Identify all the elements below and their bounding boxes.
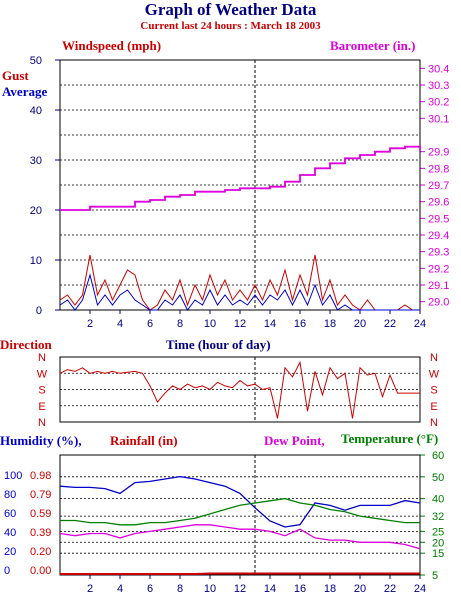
temp-tick-label: 50: [432, 472, 444, 484]
temp-tick-label: 60: [432, 450, 444, 462]
humidity-tick-label: 80: [4, 489, 16, 501]
dir-label-left: N: [38, 352, 46, 364]
y-tick-label: 20: [30, 205, 42, 217]
y-tick-label: 0: [36, 305, 42, 317]
rain-tick-label: 0.00: [30, 565, 51, 577]
x-tick-label: 12: [234, 583, 246, 595]
x-tick-label: 10: [204, 318, 216, 330]
baro-tick-label: 29.3: [428, 247, 449, 259]
x-tick-label: 10: [204, 583, 216, 595]
temp-tick-label: 20: [432, 537, 444, 549]
average-legend: Average: [2, 84, 48, 99]
dir-label-right: S: [430, 385, 437, 397]
x-tick-label: 22: [384, 318, 396, 330]
series-barometer: [60, 145, 421, 211]
dir-label-right: N: [430, 352, 438, 364]
y-tick-label: 30: [30, 155, 42, 167]
x-tick-label: 4: [117, 583, 123, 595]
series-temperature: [60, 497, 420, 526]
x-tick-label: 16: [294, 583, 306, 595]
temp-tick-label: 15: [432, 548, 444, 560]
x-tick-label: 18: [324, 318, 336, 330]
humidity-tick-label: 20: [4, 546, 16, 558]
baro-tick-label: 30.1: [428, 113, 449, 125]
rain-tick-label: 0.79: [30, 489, 51, 501]
rain-tick-label: 0.59: [30, 508, 51, 520]
barometer-label: Barometer (in.): [330, 38, 416, 53]
series-gust: [59, 254, 420, 311]
x-tick-label: 20: [354, 318, 366, 330]
temp-tick-label: 25: [432, 526, 444, 538]
windspeed-label: Windspeed (mph): [62, 38, 162, 53]
rain-tick-label: 0.98: [30, 470, 51, 482]
dir-label-left: N: [38, 417, 46, 429]
direction-label: Direction: [0, 337, 52, 352]
x-tick-label: 12: [234, 318, 246, 330]
temp-tick-label: 40: [432, 494, 444, 506]
baro-tick-label: 29.2: [428, 263, 449, 275]
baro-tick-label: 30.3: [428, 80, 449, 92]
dir-label-left: E: [38, 401, 45, 413]
x-tick-label: 20: [354, 583, 366, 595]
series-average: [59, 273, 420, 311]
humidity-label: Humidity (%),: [0, 433, 82, 448]
gust-legend: Gust: [2, 68, 29, 83]
dir-label-right: E: [430, 401, 437, 413]
panel-2-frame: [59, 356, 421, 423]
x-tick-label: 4: [117, 318, 123, 330]
x-tick-label: 8: [177, 318, 183, 330]
baro-tick-label: 29.1: [428, 280, 449, 292]
chart-subtitle: Current last 24 hours : March 18 2003: [140, 20, 321, 32]
y-tick-label: 50: [30, 55, 42, 67]
dew-point-label: Dew Point,: [264, 433, 325, 448]
baro-tick-label: 30.2: [428, 97, 449, 109]
humidity-tick-label: 40: [4, 527, 16, 539]
series-dew-point: [59, 524, 421, 550]
baro-tick-label: 30.4: [428, 63, 449, 75]
x-tick-label: 2: [87, 583, 93, 595]
dir-label-left: S: [38, 385, 45, 397]
baro-tick-label: 29.9: [428, 147, 449, 159]
x-tick-label: 6: [147, 583, 153, 595]
panel-3-frame: [59, 454, 421, 576]
baro-tick-label: 29.7: [428, 180, 449, 192]
dir-label-right: W: [429, 368, 440, 380]
dir-label-right: N: [430, 417, 438, 429]
y-tick-label: 40: [30, 105, 42, 117]
x-tick-label: 2: [87, 318, 93, 330]
temp-tick-label: 32: [432, 511, 444, 523]
baro-tick-label: 29.4: [428, 230, 449, 242]
chart-title: Graph of Weather Data: [144, 0, 317, 19]
humidity-tick-label: 60: [4, 508, 16, 520]
series-rainfall: [60, 572, 420, 575]
temperature-label: Temperature (°F): [341, 431, 439, 446]
x-tick-label: 8: [177, 583, 183, 595]
x-tick-label: 24: [414, 318, 426, 330]
time-axis-label: Time (hour of day): [166, 337, 271, 352]
y-tick-label: 10: [30, 255, 42, 267]
rain-tick-label: 0.20: [30, 546, 51, 558]
x-tick-label: 6: [147, 318, 153, 330]
humidity-tick-label: 100: [4, 470, 22, 482]
baro-tick-label: 29.6: [428, 197, 449, 209]
humidity-tick-label: 0: [4, 565, 10, 577]
temp-tick-label: 5: [432, 570, 438, 582]
x-tick-label: 16: [294, 318, 306, 330]
baro-tick-label: 29.8: [428, 163, 449, 175]
x-tick-label: 14: [264, 583, 276, 595]
series-direction: [59, 360, 420, 419]
x-tick-label: 14: [264, 318, 276, 330]
x-tick-label: 18: [324, 583, 336, 595]
baro-tick-label: 29.0: [428, 297, 449, 309]
rain-tick-label: 0.39: [30, 527, 51, 539]
x-tick-label: 22: [384, 583, 396, 595]
series-humidity: [59, 475, 421, 528]
dir-label-left: W: [37, 368, 48, 380]
baro-tick-label: 29.5: [428, 213, 449, 225]
rainfall-label: Rainfall (in): [110, 433, 178, 448]
x-tick-label: 24: [414, 583, 426, 595]
